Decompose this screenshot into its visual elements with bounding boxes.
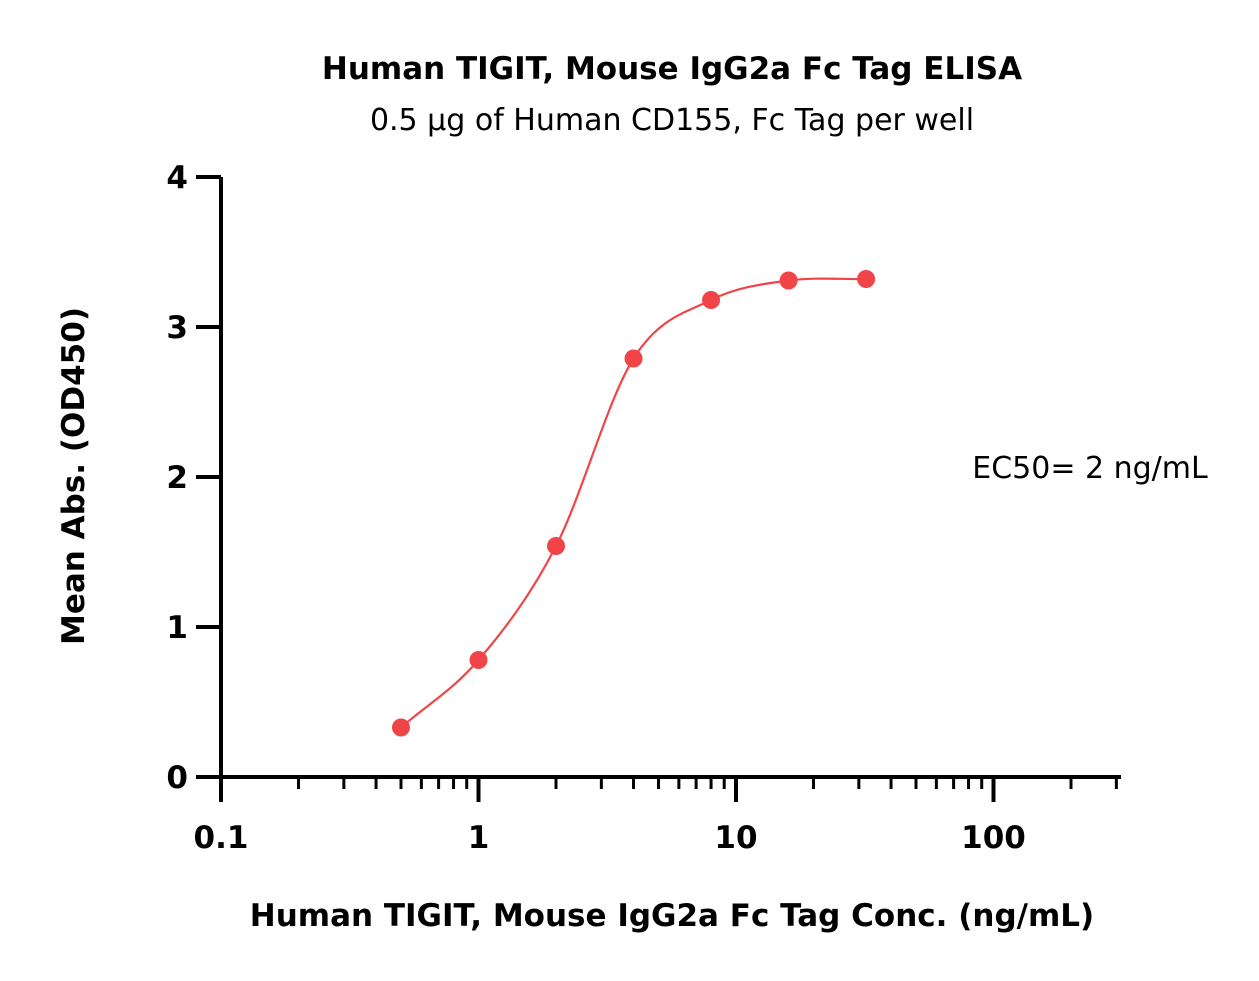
data-point [547,537,566,555]
data-point [391,718,410,737]
y-tick-label: 2 [166,460,188,496]
data-point [857,270,876,288]
y-tick-label: 0 [166,760,188,796]
chart-subtitle: 0.5 µg of Human CD155, Fc Tag per well [370,103,974,138]
data-point [702,291,721,309]
y-tick-label: 3 [166,310,188,346]
chart-title: Human TIGIT, Mouse IgG2a Fc Tag ELISA [322,51,1022,87]
y-tick-label: 1 [166,610,188,646]
ec50-annotation: EC50= 2 ng/mL [972,451,1208,486]
y-axis-title: Mean Abs. (OD450) [56,307,92,645]
x-tick-label: 1 [468,820,490,856]
data-point [469,651,488,669]
x-tick-label: 10 [714,820,757,856]
data-point [779,271,798,290]
data-point [624,349,643,368]
x-tick-label: 0.1 [194,820,249,856]
y-axis: 0 1 2 3 4 [166,160,223,796]
x-tick-label: 100 [961,820,1026,856]
data-points [391,270,876,737]
plot-area: 0 1 2 3 4 0.1 1 10 100 [166,160,1121,856]
x-axis-title: Human TIGIT, Mouse IgG2a Fc Tag Conc. (n… [250,898,1094,934]
x-axis: 0.1 1 10 100 [194,775,1121,856]
y-tick-label: 4 [166,160,188,196]
